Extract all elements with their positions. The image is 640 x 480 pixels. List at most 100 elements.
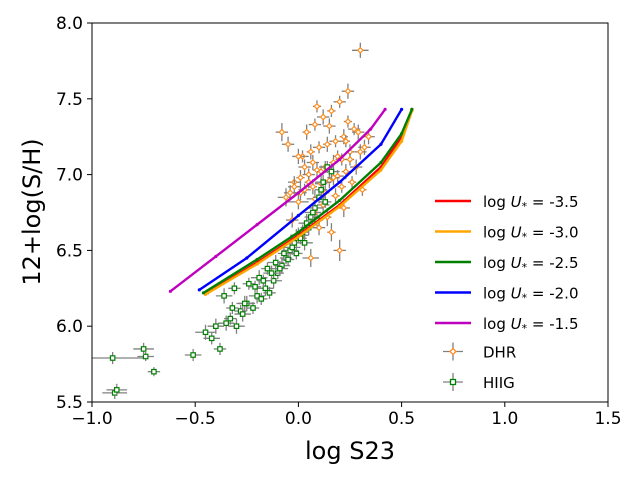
data-point-dhr (327, 107, 335, 115)
x-tick-label: 0.0 (285, 409, 312, 429)
data-point-dhr (303, 128, 311, 136)
model-line-point (369, 127, 373, 131)
data-point-hiig (281, 250, 287, 257)
data-point-dhr (290, 183, 298, 191)
data-point-hiig (252, 283, 258, 290)
data-point-dhr (336, 98, 344, 106)
model-line-point (400, 139, 404, 143)
model-line-point (383, 107, 387, 112)
data-point-dhr (286, 189, 294, 197)
data-point-dhr (346, 155, 354, 163)
data-point-hiig (142, 353, 149, 360)
data-point-dhr (284, 140, 292, 148)
model-line-point (214, 254, 218, 259)
data-point-hiig (217, 346, 223, 352)
model-line-point (338, 198, 342, 202)
data-point-dhr (344, 87, 352, 95)
model-line-point (338, 157, 342, 162)
data-point-hiig (231, 285, 238, 292)
legend-label: HIIG (483, 374, 515, 392)
data-point-hiig (293, 250, 300, 257)
data-point-dhr (356, 148, 364, 156)
model-line-point (379, 168, 383, 172)
y-tick-label: 7.0 (56, 166, 83, 186)
axes-frame (91, 22, 609, 403)
model-line-point (296, 191, 300, 195)
data-point-hiig (190, 352, 196, 358)
data-point-dhr (360, 143, 368, 151)
data-point-dhr (311, 121, 319, 129)
data-point-hiig (262, 285, 269, 292)
data-point-hiig (264, 265, 271, 272)
data-point-hiig (320, 179, 326, 185)
model-line-point (379, 142, 383, 146)
data-point-hiig (266, 290, 273, 296)
axis-ticks: −1.0 −0.5 0.0 0.5 1.0 1.5 5.5 6.0 6.5 7.0 7.5 8.0 (56, 14, 622, 429)
data-point-dhr (365, 133, 373, 141)
data-point-hiig (256, 274, 262, 281)
data-point-dhr (334, 152, 342, 160)
data-point-dhr (334, 172, 342, 180)
model-line-3 (198, 108, 403, 291)
model-line-point (400, 107, 404, 112)
data-point-hiig (301, 240, 308, 246)
data-point-hiig (140, 346, 147, 352)
y-tick-label: 8.0 (56, 14, 83, 34)
x-tick-label: 1.0 (491, 409, 518, 429)
legend-marker-hiig (449, 378, 457, 386)
model-line-point (379, 160, 383, 165)
data-point-hiig (328, 168, 335, 175)
data-point-dhr (294, 152, 302, 160)
data-point-hiig (289, 244, 296, 251)
data-point-dhr (342, 168, 350, 176)
data-point-dhr (356, 46, 364, 54)
data-point-hiig (258, 296, 265, 302)
data-point-dhr (297, 174, 304, 182)
data-point-dhr (307, 148, 315, 156)
legend-label: DHR (483, 344, 516, 362)
data-point-dhr (325, 122, 333, 130)
legend-marker-dhr (449, 347, 457, 356)
data-point-dhr (332, 137, 340, 145)
data-point-hiig (250, 305, 256, 311)
data-point-dhr (348, 178, 356, 186)
plot-area (92, 42, 414, 399)
data-point-dhr (309, 159, 317, 166)
model-line-point (296, 230, 300, 234)
data-point-dhr (336, 246, 344, 254)
data-point-hiig (233, 323, 240, 330)
data-point-dhr (309, 183, 317, 191)
model-line-point (255, 257, 259, 262)
data-point-dhr (307, 254, 315, 262)
legend-label: log U* = -3.0 (483, 224, 579, 244)
x-tick-label: −0.5 (175, 409, 216, 429)
model-line-point (296, 235, 300, 239)
data-point-hiig (285, 256, 291, 263)
model-line-point (255, 262, 259, 266)
data-point-hiig (208, 335, 215, 342)
data-point-dhr (338, 183, 346, 191)
x-tick-label: 1.5 (594, 409, 621, 429)
data-point-hiig (246, 280, 252, 287)
model-line-point (410, 107, 414, 112)
x-axis-label: log S23 (305, 437, 395, 465)
data-point-dhr (278, 128, 286, 136)
data-point-dhr (315, 224, 323, 232)
x-tick-label: −1.0 (71, 409, 112, 429)
data-point-hiig (260, 277, 267, 284)
model-line-point (168, 289, 173, 293)
data-point-hiig (268, 270, 275, 276)
data-point-dhr (327, 228, 335, 236)
data-point-hiig (310, 209, 316, 216)
model-line-point (201, 291, 206, 295)
model-line-point (400, 132, 404, 136)
data-point-dhr (294, 198, 302, 206)
data-point-hiig (221, 293, 227, 299)
model-line-point (245, 256, 249, 260)
data-point-hiig (113, 387, 120, 393)
y-tick-label: 5.5 (56, 393, 83, 413)
data-point-dhr (313, 102, 321, 110)
data-point-dhr (344, 118, 352, 125)
model-line-point (296, 213, 300, 218)
